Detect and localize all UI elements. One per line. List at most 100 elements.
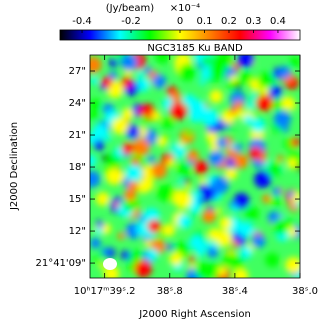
y-axis-label: J2000 Declination — [9, 122, 20, 211]
chart-title: NGC3185 Ku BAND — [147, 43, 243, 54]
map-blob — [121, 250, 131, 261]
map-blob — [156, 136, 168, 147]
map-blob — [198, 197, 206, 205]
beam — [103, 258, 117, 270]
map-blob — [193, 160, 209, 175]
map-blob — [101, 76, 113, 88]
map-blob — [209, 89, 223, 104]
map-blob — [175, 146, 183, 154]
colorbar-tick-label: 0.2 — [221, 16, 237, 27]
map-blob — [177, 161, 192, 176]
x-tick-label: 10ʰ17ᵐ39ˢ.2 — [74, 286, 136, 297]
map-blob — [254, 171, 272, 189]
colorbar-label: (Jy/beam) — [106, 3, 155, 14]
map-blob — [134, 260, 152, 278]
map-blob — [289, 56, 300, 68]
map-blob — [152, 74, 167, 89]
map-blob — [186, 149, 199, 162]
map-blobs — [90, 55, 300, 278]
map-blob — [174, 191, 193, 209]
map-blob — [231, 240, 240, 248]
map-blob — [278, 66, 291, 79]
map-blob — [186, 97, 199, 109]
map-blob — [215, 137, 228, 149]
map-blob — [244, 206, 259, 221]
x-tick-label: 38ˢ.4 — [222, 286, 248, 297]
colorbar-tick-label: -0.4 — [72, 16, 92, 27]
colorbar-tick-label: 0.1 — [197, 16, 213, 27]
map-blob — [90, 98, 102, 111]
map-blob — [167, 243, 174, 251]
colorbar-tick-label: 0 — [177, 16, 183, 27]
map-blob — [178, 63, 196, 81]
map-blob — [200, 71, 207, 78]
map-blob — [256, 94, 273, 112]
map-blob — [257, 72, 275, 90]
map-blob — [90, 110, 99, 121]
map-blob — [108, 71, 118, 80]
map-blob — [125, 124, 141, 140]
map-blob — [272, 218, 289, 235]
map-blob — [285, 256, 300, 274]
colorbar-scale: ×10⁻⁴ — [170, 3, 200, 14]
map-blob — [196, 248, 205, 258]
y-tick-label: 18" — [69, 162, 86, 173]
map-blob — [144, 239, 152, 248]
map-blob — [125, 164, 143, 182]
map-blob — [90, 237, 101, 249]
map-blob — [265, 253, 280, 268]
map-blob — [170, 91, 182, 103]
map-blob — [243, 114, 254, 125]
map-blob — [177, 178, 185, 186]
map-blob — [240, 246, 253, 259]
map-blob — [201, 108, 219, 127]
map-blob — [262, 194, 271, 204]
map-blob — [227, 148, 237, 159]
map-blob — [147, 155, 156, 164]
map-blob — [282, 125, 289, 133]
map-blob — [246, 101, 255, 110]
frame — [89, 54, 301, 279]
colorbar-tick-label: -0.2 — [121, 16, 141, 27]
map-blob — [259, 131, 266, 138]
map-blob — [146, 248, 159, 261]
map-blob — [128, 180, 139, 192]
map-blob — [90, 56, 102, 74]
y-tick-label: 21°41'09" — [35, 258, 86, 269]
map-blob — [229, 143, 236, 150]
map-blob — [169, 252, 183, 266]
map-blob — [131, 157, 140, 167]
map-blob — [199, 79, 206, 86]
map-blob — [113, 201, 120, 208]
map-blob — [95, 227, 103, 235]
map-blob — [93, 255, 101, 263]
map-blob — [260, 87, 270, 96]
y-tick-label: 21" — [69, 130, 86, 141]
map-blob — [109, 58, 118, 68]
x-axis-label: J2000 Right Ascension — [138, 309, 251, 320]
map-blob — [117, 232, 125, 240]
map-blob — [143, 66, 152, 75]
map-blob — [268, 85, 283, 99]
map-blob — [102, 155, 108, 161]
map-blob — [259, 156, 267, 163]
map-blob — [147, 219, 162, 234]
map-blob — [93, 139, 105, 151]
map-blob — [101, 247, 111, 256]
map-blob — [161, 116, 174, 129]
x-tick-label: 38ˢ.0 — [292, 286, 318, 297]
map-blob — [194, 262, 212, 278]
map-blob — [206, 262, 222, 277]
map-blob — [111, 117, 129, 135]
map-blob — [188, 200, 202, 214]
map-blob — [120, 55, 138, 71]
map-blob — [215, 207, 222, 215]
map-blob — [90, 170, 101, 188]
map-blob — [155, 55, 170, 64]
map-blob — [251, 234, 266, 248]
map-blob — [90, 76, 99, 85]
map-blob — [235, 84, 241, 90]
map-blob — [189, 235, 205, 250]
map-blob — [184, 178, 190, 184]
map-blob — [184, 183, 192, 191]
